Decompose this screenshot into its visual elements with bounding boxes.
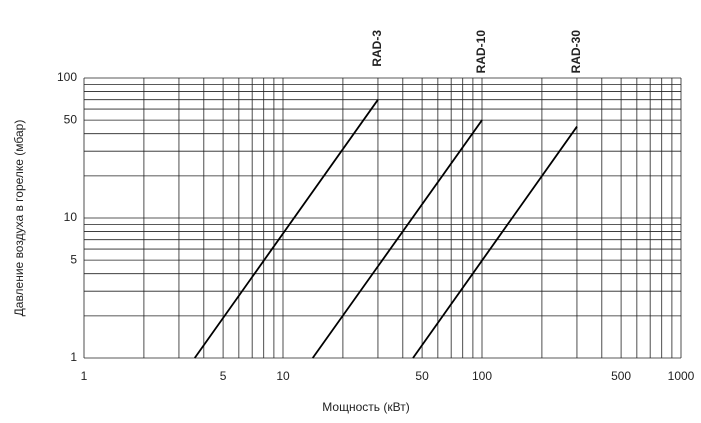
y-tick-label: 5	[70, 252, 77, 266]
series-label: RAD-3	[370, 30, 384, 67]
y-axis-title: Давление воздуха в горелке (мбар)	[12, 120, 26, 317]
x-tick-label: 1	[81, 369, 88, 383]
x-tick-label: 10	[276, 369, 290, 383]
y-tick-label: 1	[70, 350, 77, 364]
y-tick-label: 10	[64, 210, 78, 224]
series-line	[193, 99, 379, 359]
x-tick-label: 500	[611, 369, 631, 383]
y-tick-label: 100	[57, 70, 77, 84]
series-label: RAD-30	[569, 30, 583, 74]
x-tick-label: 1000	[668, 369, 695, 383]
x-axis-title: Мощность (кВт)	[322, 400, 409, 414]
y-tick-label: 50	[64, 112, 78, 126]
x-tick-label: 50	[415, 369, 429, 383]
series-label: RAD-10	[474, 30, 488, 74]
series-line	[311, 119, 483, 359]
x-tick-label: 100	[472, 369, 492, 383]
x-tick-label: 5	[220, 369, 227, 383]
series-line	[412, 126, 578, 359]
